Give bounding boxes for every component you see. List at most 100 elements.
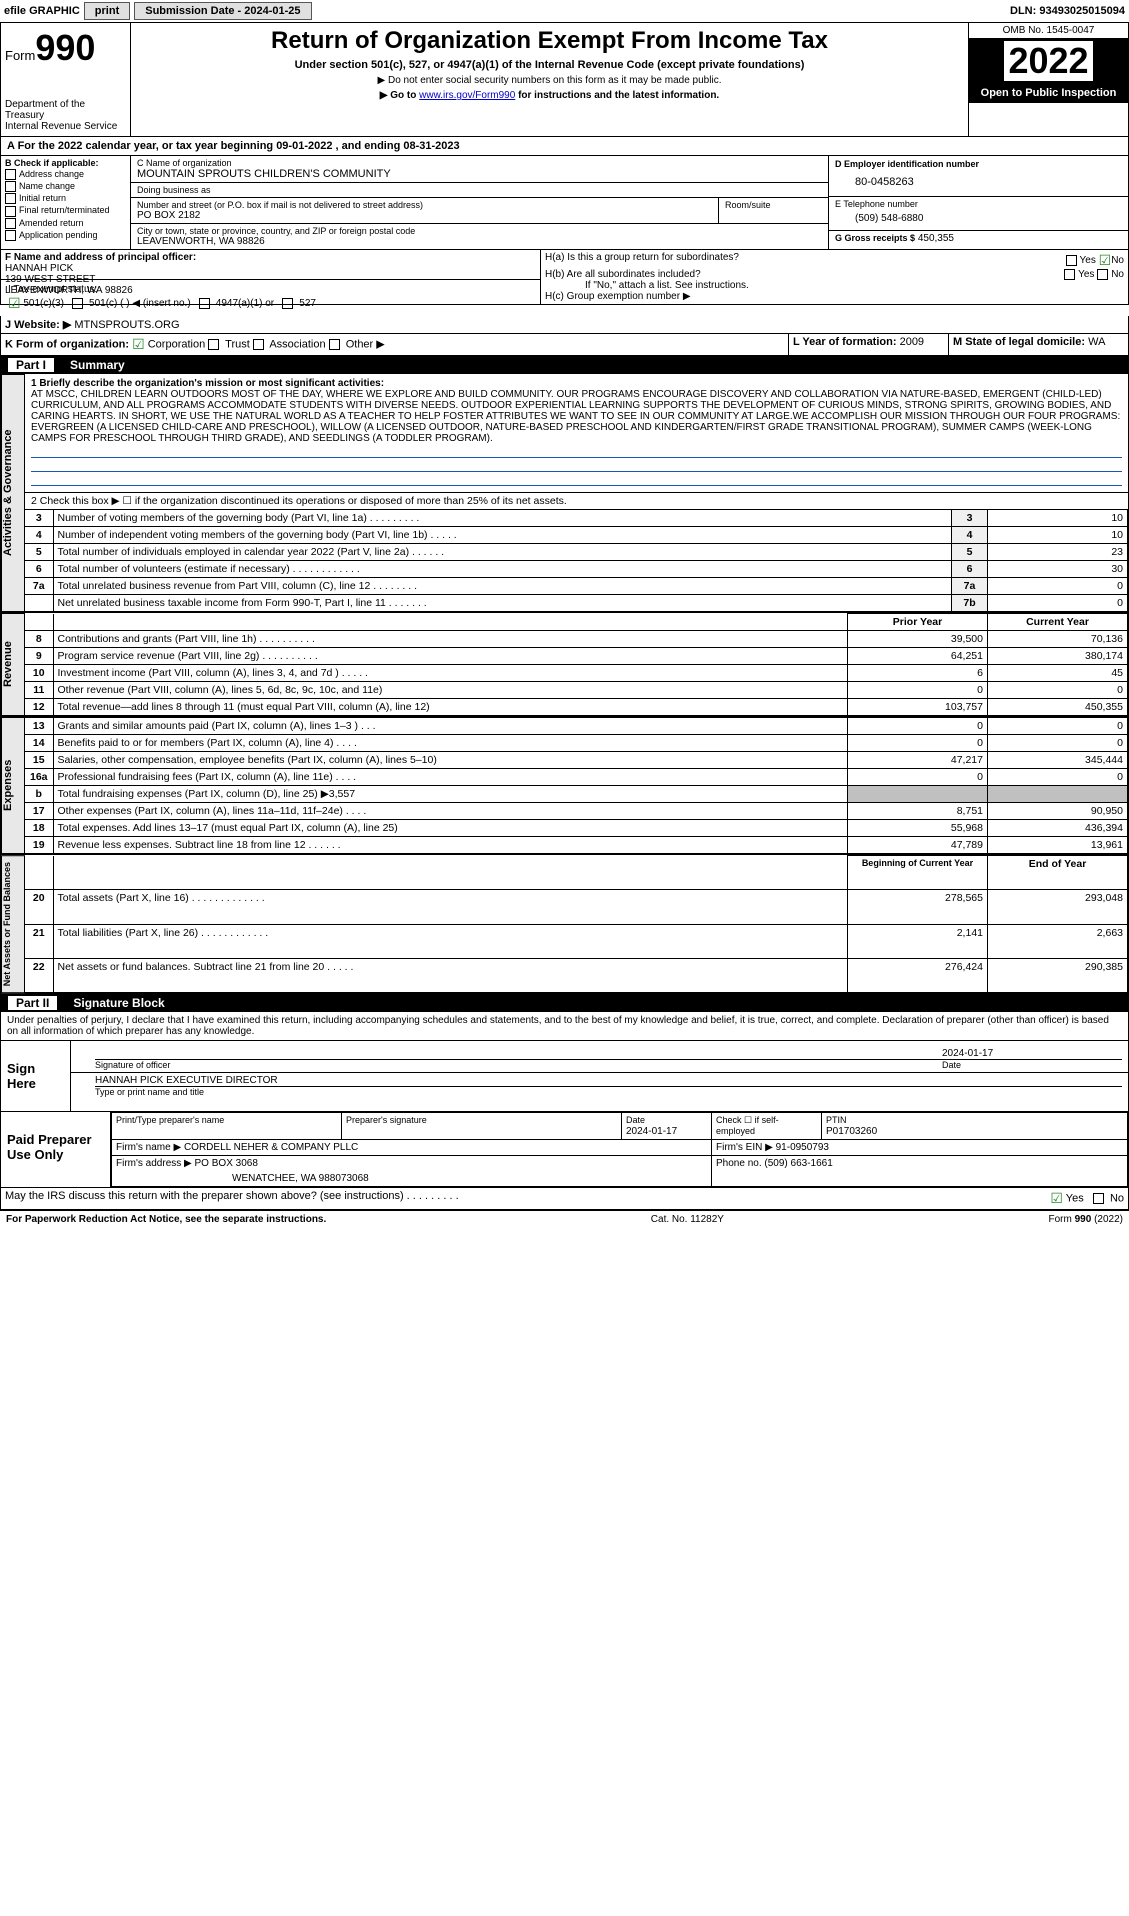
footer-left: For Paperwork Reduction Act Notice, see … — [6, 1214, 326, 1225]
firm-name: CORDELL NEHER & COMPANY PLLC — [184, 1142, 358, 1153]
table-row: 19Revenue less expenses. Subtract line 1… — [25, 837, 1128, 854]
mission-label: 1 Briefly describe the organization's mi… — [31, 378, 384, 389]
discuss-row: May the IRS discuss this return with the… — [0, 1188, 1129, 1210]
k-l-m-row: K Form of organization: ☑ Corporation Tr… — [0, 334, 1129, 356]
hb-yes-cb[interactable] — [1064, 269, 1075, 280]
table-row: 5Total number of individuals employed in… — [25, 544, 1128, 561]
net-assets-section: Net Assets or Fund Balances Beginning of… — [0, 855, 1129, 994]
preparer-block: Paid Preparer Use Only Print/Type prepar… — [0, 1112, 1129, 1188]
table-row: bTotal fundraising expenses (Part IX, co… — [25, 786, 1128, 803]
submission-date-button[interactable]: Submission Date - 2024-01-25 — [134, 2, 311, 20]
ha-label: H(a) Is this a group return for subordin… — [545, 252, 739, 269]
ha-yes-cb[interactable] — [1066, 255, 1077, 266]
form-subtitle: Under section 501(c), 527, or 4947(a)(1)… — [139, 59, 960, 71]
table-row: 4Number of independent voting members of… — [25, 527, 1128, 544]
cb-name-change[interactable]: Name change — [5, 181, 126, 192]
hb-label: H(b) Are all subordinates included? — [545, 269, 701, 280]
mission-text: AT MSCC, CHILDREN LEARN OUTDOORS MOST OF… — [31, 389, 1120, 444]
dln-label: DLN: 93493025015094 — [1010, 5, 1125, 17]
print-name-label: Type or print name and title — [95, 1086, 1122, 1097]
governance-table: 3Number of voting members of the governi… — [25, 509, 1128, 612]
table-header: Prior YearCurrent Year — [25, 614, 1128, 631]
net-assets-table: Beginning of Current YearEnd of Year20To… — [25, 855, 1128, 993]
part1-title: Summary — [70, 358, 125, 372]
firm-addr2: WENATCHEE, WA 988073068 — [112, 1171, 712, 1187]
line-i-label: I Tax-exempt status: — [8, 284, 97, 295]
discuss-question: May the IRS discuss this return with the… — [1, 1188, 1046, 1209]
page-footer: For Paperwork Reduction Act Notice, see … — [0, 1210, 1129, 1228]
cb-amended[interactable]: Amended return — [5, 218, 126, 229]
table-row: 13Grants and similar amounts paid (Part … — [25, 718, 1128, 735]
line2: 2 Check this box ▶ ☐ if the organization… — [25, 493, 1128, 509]
table-row: 21Total liabilities (Part X, line 26) . … — [25, 924, 1128, 958]
table-row: 14Benefits paid to or for members (Part … — [25, 735, 1128, 752]
block-f-label: F Name and address of principal officer: — [5, 252, 196, 263]
firm-phone-label: Phone no. — [716, 1158, 762, 1169]
hb-no-cb[interactable] — [1097, 269, 1108, 280]
website-value: MTNSPROUTS.ORG — [74, 319, 179, 331]
cb-trust[interactable] — [208, 339, 219, 350]
hb-note: If "No," attach a list. See instructions… — [545, 280, 1124, 291]
cb-501c3[interactable]: ☑ — [8, 295, 21, 311]
part2-label: Part II — [8, 996, 57, 1010]
cb-501c-other[interactable] — [72, 298, 83, 309]
cb-initial-return[interactable]: Initial return — [5, 193, 126, 204]
firm-phone: (509) 663-1661 — [764, 1158, 832, 1169]
phone-value: (509) 548-6880 — [835, 209, 1122, 228]
website-row: J Website: ▶ MTNSPROUTS.ORG — [0, 316, 1129, 334]
cb-other-org[interactable] — [329, 339, 340, 350]
dba-label: Doing business as — [137, 185, 822, 195]
discuss-yes-cb[interactable]: ☑ — [1050, 1190, 1063, 1206]
block-b-title: B Check if applicable: — [5, 158, 99, 168]
tab-revenue: Revenue — [1, 613, 25, 716]
print-button[interactable]: print — [84, 2, 130, 20]
ptin-label: PTIN — [826, 1115, 847, 1125]
revenue-table: Prior YearCurrent Year8Contributions and… — [25, 613, 1128, 716]
cb-4947[interactable] — [199, 298, 210, 309]
ein-value: 80-0458263 — [835, 170, 1122, 194]
irs-label: Internal Revenue Service — [5, 121, 126, 132]
table-row: 10Investment income (Part VIII, column (… — [25, 665, 1128, 682]
omb-number: OMB No. 1545-0047 — [969, 23, 1128, 39]
part2-header: Part II Signature Block — [0, 994, 1129, 1012]
year-formation: 2009 — [900, 336, 924, 348]
table-row: 11Other revenue (Part VIII, column (A), … — [25, 682, 1128, 699]
table-row: 3Number of voting members of the governi… — [25, 510, 1128, 527]
self-employed-label[interactable]: Check ☐ if self-employed — [716, 1115, 779, 1136]
discuss-no-cb[interactable] — [1093, 1193, 1104, 1204]
cb-app-pending[interactable]: Application pending — [5, 230, 126, 241]
table-header: Beginning of Current YearEnd of Year — [25, 856, 1128, 890]
prep-name-label: Print/Type preparer's name — [116, 1115, 224, 1125]
table-row: 12Total revenue—add lines 8 through 11 (… — [25, 699, 1128, 716]
cb-corp[interactable]: ☑ — [132, 336, 145, 352]
table-row: 7aTotal unrelated business revenue from … — [25, 578, 1128, 595]
form-title: Return of Organization Exempt From Incom… — [139, 27, 960, 55]
revenue-section: Revenue Prior YearCurrent Year8Contribut… — [0, 613, 1129, 717]
hc-label: H(c) Group exemption number ▶ — [545, 291, 1124, 302]
sig-officer-label: Signature of officer — [95, 1059, 942, 1070]
efile-label: efile GRAPHIC — [4, 5, 80, 17]
tab-net-assets: Net Assets or Fund Balances — [1, 855, 25, 993]
cb-address-change[interactable]: Address change — [5, 169, 126, 180]
state-domicile: WA — [1088, 336, 1105, 348]
prep-sig-label: Preparer's signature — [346, 1115, 427, 1125]
form-header: Form990 Department of the Treasury Inter… — [0, 23, 1129, 137]
expenses-table: 13Grants and similar amounts paid (Part … — [25, 717, 1128, 854]
cb-final-return[interactable]: Final return/terminated — [5, 205, 126, 216]
block-e-label: E Telephone number — [835, 199, 1122, 209]
open-to-public: Open to Public Inspection — [969, 83, 1128, 103]
ha-no-cb[interactable]: ☑ — [1099, 252, 1112, 268]
form-number: 990 — [35, 27, 95, 68]
line-m-label: M State of legal domicile: — [953, 336, 1085, 348]
irs-link[interactable]: www.irs.gov/Form990 — [419, 90, 515, 101]
block-c-label: C Name of organization — [137, 158, 822, 168]
prep-date: 2024-01-17 — [626, 1126, 677, 1137]
firm-addr-label: Firm's address ▶ — [116, 1158, 192, 1169]
cb-527[interactable] — [282, 298, 293, 309]
tax-year: 2022 — [1004, 41, 1092, 81]
officer-printed-name: HANNAH PICK EXECUTIVE DIRECTOR — [95, 1075, 1122, 1086]
line-k-label: K Form of organization: — [5, 339, 129, 351]
line-l-label: L Year of formation: — [793, 336, 897, 348]
prep-date-label: Date — [626, 1115, 645, 1125]
cb-assoc[interactable] — [253, 339, 264, 350]
